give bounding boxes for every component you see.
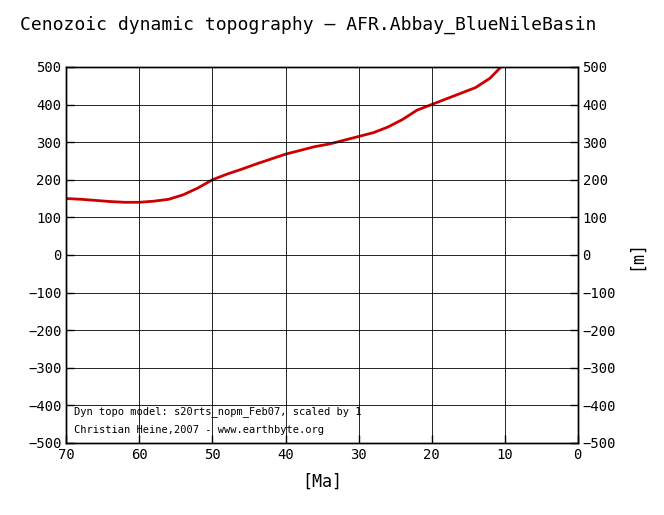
Text: Christian Heine,2007 - www.earthbyte.org: Christian Heine,2007 - www.earthbyte.org (74, 425, 324, 435)
Y-axis label: [m]: [m] (627, 240, 645, 270)
Text: Dyn topo model: s20rts_nopm_Feb07, scaled by 1: Dyn topo model: s20rts_nopm_Feb07, scale… (74, 406, 362, 417)
X-axis label: [Ma]: [Ma] (302, 473, 342, 491)
Text: Cenozoic dynamic topography – AFR.Abbay_BlueNileBasin: Cenozoic dynamic topography – AFR.Abbay_… (20, 15, 596, 33)
